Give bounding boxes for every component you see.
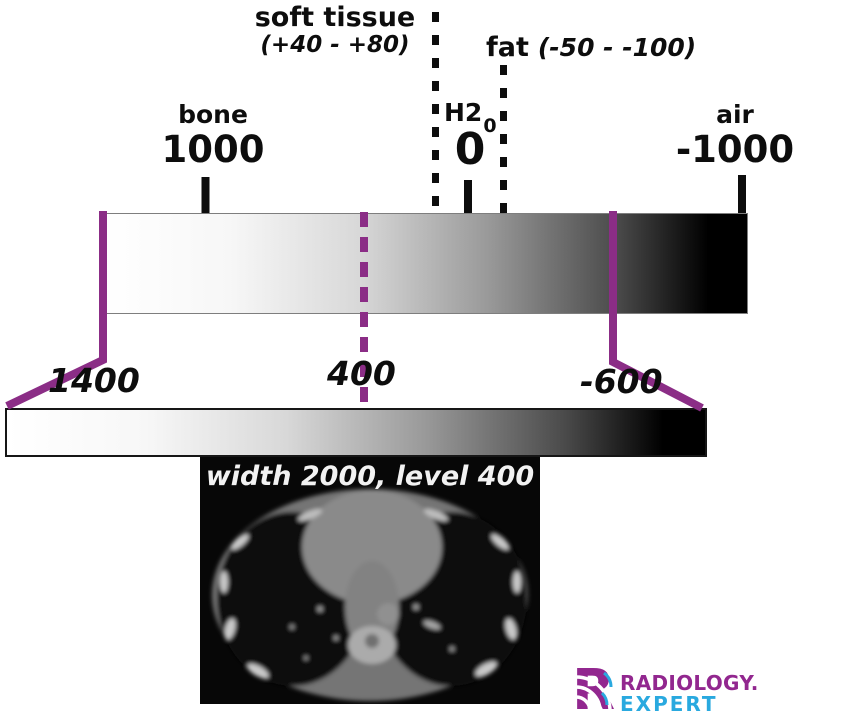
water-formula: H2 — [444, 98, 483, 127]
logo-line-expert: EXPERT — [620, 692, 718, 715]
window-lower-value: -600 — [580, 362, 663, 401]
expanded-window-gradient-bar — [5, 408, 707, 457]
ct-image-panel: width 2000, level 400 — [200, 457, 540, 704]
bone-hu-value: 1000 — [161, 128, 265, 171]
ct-axial-chest-image — [200, 457, 540, 704]
bone-label: bone — [178, 100, 248, 129]
soft-tissue-label: soft tissue — [254, 2, 416, 33]
radiology-expert-logo-icon: R — [574, 663, 614, 715]
window-level-value: 400 — [327, 354, 396, 393]
air-label: air — [716, 100, 754, 129]
air-hu-value: -1000 — [675, 128, 795, 171]
water-formula-subscript: 0 — [483, 115, 497, 137]
window-upper-value: 1400 — [48, 361, 140, 400]
soft-tissue-range: (+40 - +80) — [260, 32, 410, 58]
hounsfield-scale-gradient-bar — [100, 213, 748, 314]
radiology-expert-logo: R RADIOLOGY. EXPERT — [574, 663, 759, 715]
fat-label: fat — [486, 32, 529, 63]
fat-label-row: fat (-50 - -100) — [486, 32, 696, 63]
water-label: H20 — [444, 98, 497, 137]
logo-wordmark: RADIOLOGY. EXPERT — [620, 673, 759, 715]
fat-range: (-50 - -100) — [537, 33, 697, 62]
logo-line-radiology: RADIOLOGY. — [620, 671, 759, 695]
water-hu-value: 0 — [454, 124, 486, 175]
ct-window-caption: width 2000, level 400 — [205, 461, 535, 492]
